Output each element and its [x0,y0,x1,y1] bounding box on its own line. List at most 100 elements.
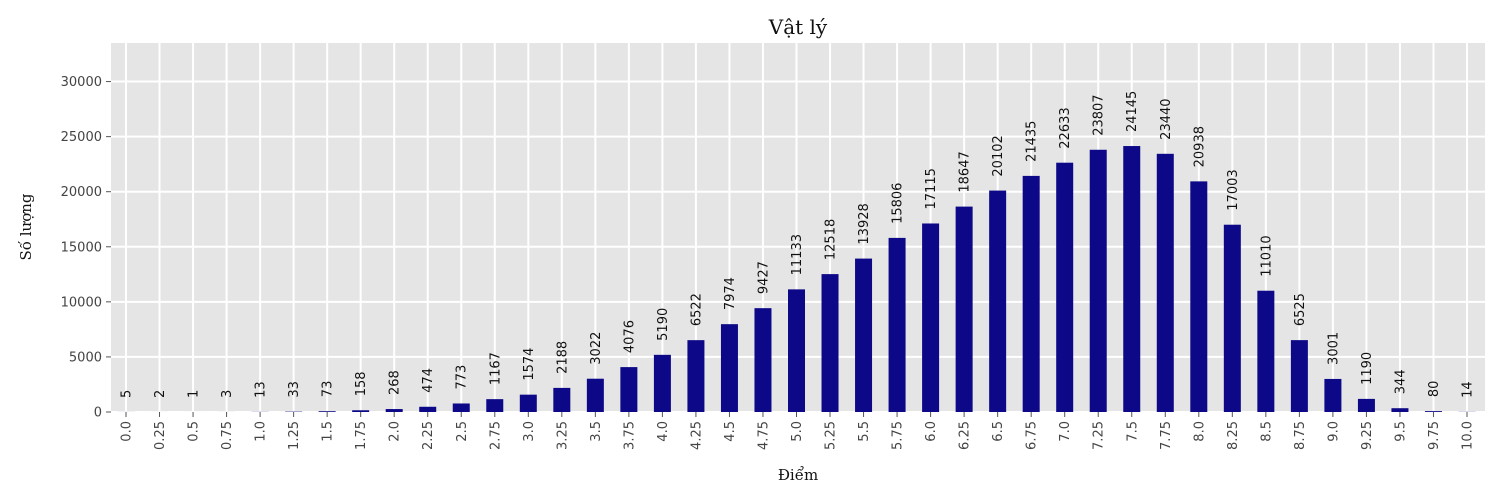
y-tick-label: 10000 [61,295,102,310]
bar [1056,162,1074,412]
bar [788,289,805,412]
x-tick-label: 1.75 [354,421,369,450]
x-tick-label: 2.25 [421,421,436,450]
bar [989,190,1007,412]
bar [955,206,973,412]
x-tick-label: 8.5 [1259,421,1274,442]
x-axis-label: Điểm [778,466,818,484]
x-tick-label: 6.75 [1025,421,1040,450]
bar [754,308,772,412]
x-tick-label: 9.0 [1326,421,1341,442]
y-tick-label: 15000 [61,240,102,255]
data-label: 6522 [689,293,704,326]
bar [687,340,705,412]
data-label: 23440 [1159,98,1174,139]
bar [318,411,336,412]
y-axis-label: Số lượng [17,193,35,260]
x-tick-label: 0.25 [153,421,168,450]
x-tick-label: 1.25 [287,421,302,450]
bar [922,223,940,412]
x-tick-label: 2.75 [488,421,503,450]
data-label: 3001 [1326,332,1341,365]
x-tick-label: 3.5 [589,421,604,442]
data-label: 2188 [555,341,570,374]
data-label: 344 [1393,369,1408,394]
data-label: 1574 [522,348,537,381]
x-tick-label: 7.5 [1125,421,1140,442]
x-tick-label: 5.0 [790,421,805,442]
x-tick-label: 7.0 [1058,421,1073,442]
x-tick-label: 3.75 [622,421,637,450]
bar [553,387,571,412]
x-tick-label: 6.0 [924,421,939,442]
bar [1391,408,1409,412]
data-label: 22633 [1058,107,1073,148]
x-tick-label: 9.25 [1360,421,1375,450]
x-tick-label: 4.25 [689,421,704,450]
data-label: 268 [388,370,403,395]
bar [720,324,738,412]
bar [1123,146,1141,413]
data-label: 11010 [1259,235,1274,276]
data-label: 14 [1461,381,1476,398]
bar [1190,181,1208,412]
x-tick-label: 3.25 [555,421,570,450]
x-tick-label: 6.5 [991,421,1006,442]
data-label: 158 [354,371,369,396]
data-label: 1 [187,390,202,398]
data-label: 1167 [488,352,503,385]
x-tick-label: 4.5 [723,421,738,442]
chart-title: Vật lý [768,15,828,39]
x-tick-label: 4.75 [756,421,771,450]
data-label: 20102 [991,135,1006,176]
x-tick-label: 7.75 [1159,421,1174,450]
x-tick-label: 8.0 [1192,421,1207,442]
bar [1156,153,1174,412]
bar [1223,224,1241,412]
data-label: 773 [455,365,470,390]
data-label: 1190 [1360,352,1375,385]
bar [1089,149,1107,412]
data-label: 20938 [1192,126,1207,167]
data-label: 12518 [824,219,839,260]
data-label: 17115 [924,168,939,209]
data-label: 7974 [723,277,738,310]
x-tick-label: 9.75 [1427,421,1442,450]
x-tick-label: 9.5 [1393,421,1408,442]
data-label: 13928 [857,203,872,244]
x-tick-label: 8.25 [1226,421,1241,450]
x-tick-label: 5.5 [857,421,872,442]
bar [888,237,906,412]
x-tick-label: 4.0 [656,421,671,442]
data-label: 5190 [656,308,671,341]
x-tick-label: 0.75 [220,421,235,450]
data-label: 3022 [589,332,604,365]
bar [653,354,671,412]
data-label: 5 [120,390,135,398]
data-label: 33 [287,381,302,398]
bar [821,274,839,412]
y-axis-ticks: 0 5000 10000 15000 20000 25000 30000 [61,75,111,421]
data-label: 4076 [622,320,637,353]
bar [1324,378,1342,412]
y-tick-label: 25000 [61,130,102,145]
data-label: 474 [421,368,436,393]
x-tick-label: 8.75 [1293,421,1308,450]
x-tick-label: 1.5 [321,421,336,442]
x-tick-label: 5.75 [891,421,906,450]
data-label: 9427 [756,261,771,294]
data-labels: 5 2 1 3 13 33 73 158 268 474 773 1167 1574 2188 3022 40… [120,91,1476,398]
y-tick-label: 5000 [69,350,102,365]
x-tick-label: 2.5 [455,421,470,442]
bar [1257,290,1275,412]
data-label: 13 [254,381,269,398]
data-label: 3 [220,390,235,398]
bar [419,406,437,412]
bar [1424,411,1442,412]
bar [586,378,604,412]
bar [519,394,537,412]
x-tick-label: 7.25 [1092,421,1107,450]
bar [1357,398,1375,412]
y-tick-label: 0 [94,406,102,421]
